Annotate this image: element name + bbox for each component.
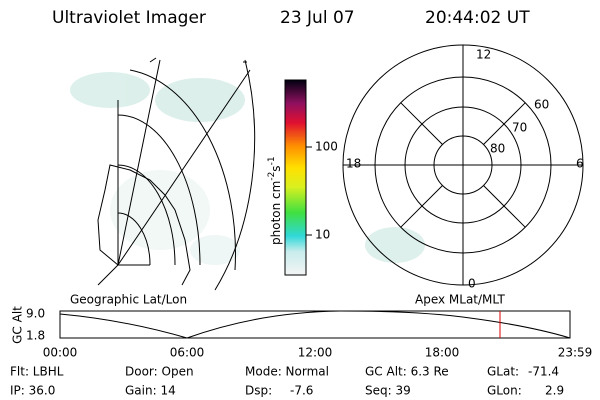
status-field: GLon:	[487, 384, 522, 398]
status-field: IP: 36.0	[10, 384, 55, 398]
altitude-curve	[59, 310, 571, 339]
mlat-label: 70	[512, 121, 527, 135]
colorbar	[284, 79, 307, 276]
altitude-tick-label: 9.0	[26, 307, 45, 321]
exponent: -1	[267, 156, 277, 165]
mlt-label: 18	[346, 157, 361, 171]
exponent: -2	[267, 172, 277, 181]
status-field: Flt: LBHL	[10, 365, 64, 379]
status-value: -71.4	[528, 365, 559, 379]
colorbar-tick-label: 100	[315, 140, 338, 154]
title: Ultraviolet Imager	[52, 8, 206, 28]
status-field: Mode: Normal	[245, 365, 329, 379]
mlt-label: 6	[576, 157, 584, 171]
altitude-plot	[59, 310, 571, 339]
mlt-label: 12	[476, 48, 491, 62]
colorbar-label: photon cm-2s-1	[267, 156, 283, 245]
time-tick-label: 23:59	[558, 346, 593, 360]
unit: photon cm	[269, 181, 283, 245]
status-value: 2.9	[545, 384, 564, 398]
polar-grid	[342, 44, 584, 286]
date: 23 Jul 07	[280, 8, 355, 28]
status-field: Dsp:	[245, 384, 272, 398]
time-tick-label: 00:00	[43, 346, 78, 360]
status-field: GC Alt: 6.3 Re	[365, 365, 449, 379]
status-field: Gain: 14	[125, 384, 176, 398]
altitude-tick-label: 1.8	[26, 329, 45, 343]
status-field: GLat:	[487, 365, 519, 379]
altitude-label: GC Alt	[11, 306, 25, 344]
mlat-label: 80	[490, 142, 505, 156]
polar-label: Apex MLat/MLT	[415, 293, 505, 307]
time: 20:44:02 UT	[425, 8, 530, 28]
mlat-label: 60	[534, 98, 549, 112]
status-field: Seq: 39	[365, 384, 411, 398]
map-label: Geographic Lat/Lon	[70, 293, 187, 307]
unit: s	[269, 165, 283, 171]
colorbar-tick-label: 10	[315, 228, 330, 242]
mlt-label: 0	[468, 277, 476, 291]
status-value: -7.6	[290, 384, 313, 398]
status-field: Door: Open	[125, 365, 194, 379]
time-tick-label: 06:00	[170, 346, 205, 360]
geographic-map	[70, 57, 256, 291]
time-tick-label: 18:00	[425, 346, 460, 360]
time-tick-label: 12:00	[298, 346, 333, 360]
